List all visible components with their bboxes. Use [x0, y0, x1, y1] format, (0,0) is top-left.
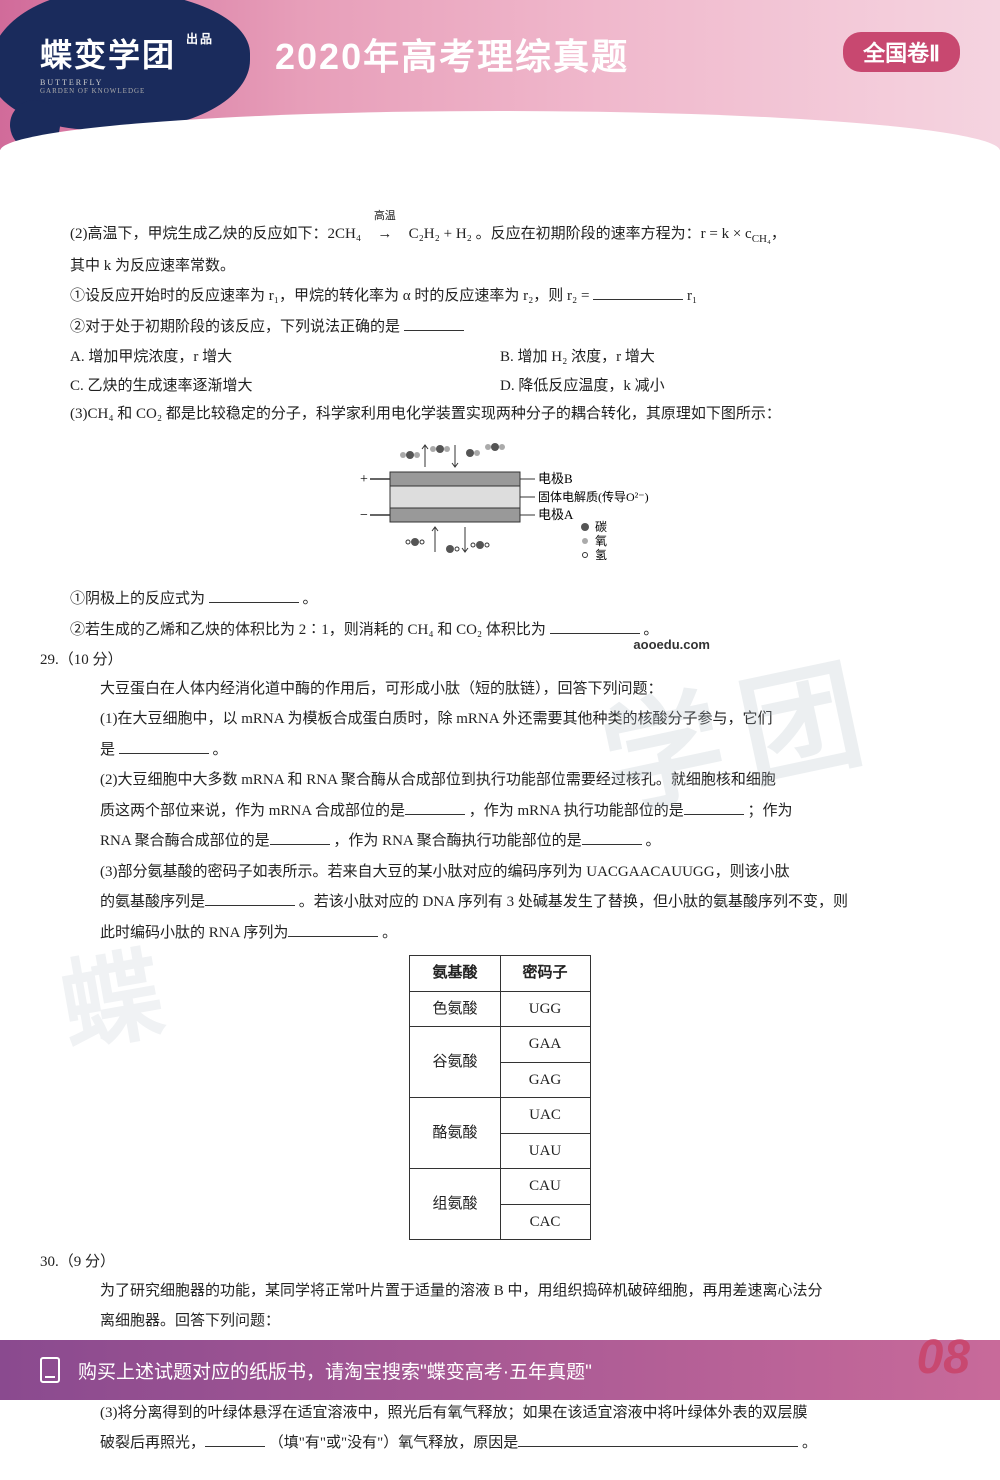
- opt-c: C. 乙炔的生成速率逐渐增大: [70, 372, 500, 401]
- q28-3-item2: ②若生成的乙烯和乙炔的体积比为 2∶1，则消耗的 CH₄ 和 CO₂ 体积比为 …: [70, 616, 930, 645]
- q29-p2b: 质这两个部位来说，作为 mRNA 合成部位的是 ，作为 mRNA 执行功能部位的…: [70, 797, 930, 826]
- page-header: 蝶变学团 出品 BUTTERFLY GARDEN OF KNOWLEDGE 20…: [0, 0, 1000, 150]
- q29-p3d: 此时编码小肽的 RNA 序列为 。: [70, 919, 930, 948]
- opt-b: B. 增加 H₂ 浓度，r 增大: [500, 343, 930, 372]
- q30-header: 30.（9 分）: [40, 1248, 930, 1277]
- blank: [270, 829, 330, 846]
- blank: [582, 829, 642, 846]
- q29-p2e: RNA 聚合酶合成部位的是 ，作为 RNA 聚合酶执行功能部位的是 。: [70, 827, 930, 856]
- blank: [684, 798, 744, 815]
- svg-text:−: −: [360, 508, 368, 523]
- blank: [518, 1431, 798, 1448]
- q29-header: 29.（10 分）: [40, 646, 930, 675]
- page-number: 08: [917, 1330, 970, 1385]
- q28-2-line1: (2)高温下，甲烷生成乙炔的反应如下：2CH₄ 高温 → C₂H₂ + H₂ 。…: [70, 220, 930, 250]
- q30-intro: 为了研究细胞器的功能，某同学将正常叶片置于适量的溶液 B 中，用组织捣碎机破碎细…: [70, 1277, 930, 1306]
- blank: [404, 314, 464, 331]
- options-row2: C. 乙炔的生成速率逐渐增大 D. 降低反应温度，k 减小: [70, 372, 930, 401]
- svg-text:氢: 氢: [595, 547, 607, 562]
- blank: [550, 617, 640, 634]
- page-footer: 购买上述试题对应的纸版书，请淘宝搜索"蝶变高考·五年真题": [0, 1340, 1000, 1400]
- q29-p1b: 是 。: [70, 736, 930, 765]
- opt-d: D. 降低反应温度，k 减小: [500, 372, 930, 401]
- q29-p2: (2)大豆细胞中大多数 mRNA 和 RNA 聚合酶从合成部位到执行功能部位需要…: [70, 766, 930, 795]
- q28-2-item2: ②对于处于初期阶段的该反应，下列说法正确的是: [70, 313, 930, 342]
- svg-text:+: +: [360, 472, 368, 487]
- logo-sub: BUTTERFLY: [40, 78, 214, 87]
- options-row1: A. 增加甲烷浓度，r 增大 B. 增加 H₂ 浓度，r 增大: [70, 343, 930, 372]
- blank: [205, 890, 295, 907]
- q28-3-text: (3)CH₄ 和 CO₂ 都是比较稳定的分子，科学家利用电化学装置实现两种分子的…: [70, 400, 930, 429]
- svg-text:电极A: 电极A: [538, 507, 574, 522]
- opt-a: A. 增加甲烷浓度，r 增大: [70, 343, 500, 372]
- q28-2-item1: ①设反应开始时的反应速率为 r₁，甲烷的转化率为 α 时的反应速率为 r₂，则 …: [70, 282, 930, 311]
- reaction-arrow: 高温 →: [365, 220, 405, 249]
- logo-tag: 出品: [186, 32, 214, 46]
- paper-badge: 全国卷Ⅱ: [843, 32, 960, 72]
- q30-p3: (3)将分离得到的叶绿体悬浮在适宜溶液中，照光后有氧气释放；如果在该适宜溶液中将…: [70, 1399, 930, 1428]
- electrochemistry-diagram: + − 电极B 固体电解质(传导O²⁻) 电极A 碳 氧 氢: [70, 437, 930, 578]
- q29-p3b: 的氨基酸序列是 。若该小肽对应的 DNA 序列有 3 处碱基发生了替换，但小肽的…: [70, 888, 930, 917]
- codon-table: 氨基酸密码子 色氨酸UGG 谷氨酸GAA GAG 酪氨酸UAC UAU 组氨酸C…: [409, 955, 590, 1240]
- q30-intro2: 离细胞器。回答下列问题：: [70, 1307, 930, 1336]
- page-title: 2020年高考理综真题: [275, 28, 629, 80]
- q29-p1: (1)在大豆细胞中，以 mRNA 为模板合成蛋白质时，除 mRNA 外还需要其他…: [70, 705, 930, 734]
- q30-p3b: 破裂后再照光， （填"有"或"没有"）氧气释放，原因是 。: [70, 1429, 930, 1458]
- logo: 蝶变学团 出品 BUTTERFLY GARDEN OF KNOWLEDGE: [40, 30, 214, 95]
- footer-text: 购买上述试题对应的纸版书，请淘宝搜索"蝶变高考·五年真题": [78, 1357, 960, 1384]
- blank: [119, 737, 209, 754]
- blank: [209, 587, 299, 604]
- logo-tiny: GARDEN OF KNOWLEDGE: [40, 87, 214, 95]
- blank: [288, 920, 378, 937]
- q29-intro: 大豆蛋白在人体内经消化道中酶的作用后，可形成小肽（短的肽链），回答下列问题：: [70, 675, 930, 704]
- q29-p3: (3)部分氨基酸的密码子如表所示。若来自大豆的某小肽对应的编码序列为 UACGA…: [70, 858, 930, 887]
- blank: [405, 798, 465, 815]
- svg-text:碳: 碳: [595, 520, 607, 534]
- blank: [205, 1431, 265, 1448]
- svg-text:氧: 氧: [595, 534, 607, 548]
- blank: [593, 284, 683, 301]
- svg-text:电极B: 电极B: [538, 471, 573, 486]
- logo-main-text: 蝶变学团: [40, 37, 176, 73]
- svg-text:固体电解质(传导O²⁻): 固体电解质(传导O²⁻): [538, 489, 649, 504]
- book-icon: [40, 1357, 60, 1383]
- q28-3-item1: ①阴极上的反应式为 。: [70, 585, 930, 614]
- q28-2-line2: 其中 k 为反应速率常数。: [70, 252, 930, 281]
- content-area: (2)高温下，甲烷生成乙炔的反应如下：2CH₄ 高温 → C₂H₂ + H₂ 。…: [0, 150, 1000, 1480]
